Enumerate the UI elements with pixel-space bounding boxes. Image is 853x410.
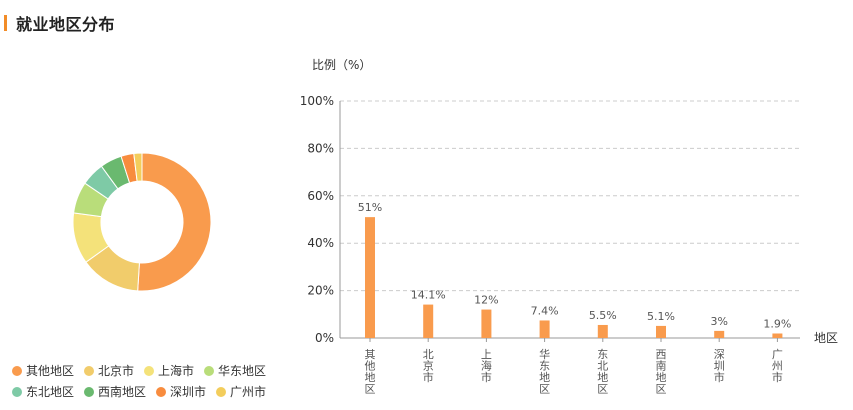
- legend-item[interactable]: 北京市: [84, 362, 134, 379]
- x-tick-label: 北京市: [423, 348, 434, 384]
- x-tick-label: 深圳市: [714, 348, 725, 384]
- y-tick-label: 40%: [307, 236, 334, 250]
- bar-value-label: 51%: [358, 201, 382, 214]
- bar-value-label: 12%: [474, 294, 498, 307]
- y-tick-label: 60%: [307, 189, 334, 203]
- legend-item[interactable]: 广州市: [216, 383, 266, 400]
- donut-chart: [72, 152, 212, 292]
- donut-slice[interactable]: [133, 152, 143, 182]
- legend-row: 其他地区 北京市 上海市 华东地区: [12, 360, 312, 381]
- legend-swatch: [12, 386, 22, 397]
- accent-bar: [4, 15, 7, 31]
- legend-swatch: [144, 365, 155, 376]
- legend-item[interactable]: 华东地区: [204, 362, 266, 379]
- page-title: 就业地区分布: [16, 15, 116, 34]
- bar[interactable]: [365, 217, 375, 338]
- bar[interactable]: [481, 309, 492, 338]
- legend-label: 其他地区: [26, 364, 75, 378]
- y-axis-title: 比例（%）: [312, 58, 371, 72]
- x-tick-label: 东北地区: [597, 348, 608, 396]
- x-tick-label: 华东地区: [539, 347, 550, 396]
- legend-label: 上海市: [158, 364, 195, 378]
- x-tick-label: 广州市: [772, 348, 783, 384]
- y-tick-label: 100%: [300, 94, 334, 108]
- section-header: 就业地区分布: [4, 12, 115, 34]
- legend-label: 深圳市: [170, 385, 207, 399]
- bar[interactable]: [656, 325, 666, 338]
- y-tick-label: 0%: [315, 331, 334, 345]
- legend-swatch: [216, 386, 227, 397]
- bar[interactable]: [772, 333, 783, 338]
- bar-value-label: 7.4%: [531, 304, 559, 317]
- y-tick-label: 20%: [307, 284, 334, 298]
- bar[interactable]: [423, 304, 434, 338]
- legend-item[interactable]: 上海市: [144, 362, 194, 379]
- legend-item[interactable]: 西南地区: [84, 383, 146, 400]
- donut-slice[interactable]: [137, 152, 212, 292]
- legend-swatch: [204, 365, 215, 376]
- legend-item[interactable]: 深圳市: [156, 383, 206, 400]
- bar-value-label: 1.9%: [763, 317, 791, 330]
- bar-value-label: 14.1%: [411, 289, 446, 302]
- legend-row: 东北地区 西南地区 深圳市 广州市: [12, 381, 312, 402]
- bar-value-label: 3%: [710, 315, 727, 328]
- legend-swatch: [156, 386, 167, 397]
- legend-label: 北京市: [98, 364, 135, 378]
- legend-item[interactable]: 东北地区: [12, 383, 74, 400]
- y-tick-label: 80%: [307, 141, 334, 155]
- bar-chart: 比例（%） 0% 20% 40% 60% 80% 100% 地区 51% 其他地区 14.1% 北京市…: [300, 58, 838, 396]
- x-tick-label: 上海市: [481, 348, 492, 384]
- legend-label: 广州市: [230, 385, 267, 399]
- donut-legend: 其他地区 北京市 上海市 华东地区 东北地区 西南地区 深圳市 广州市: [12, 360, 312, 402]
- bar-value-label: 5.1%: [647, 310, 675, 323]
- bar-value-label: 5.5%: [589, 309, 617, 322]
- legend-swatch: [84, 365, 95, 376]
- legend-swatch: [12, 365, 22, 376]
- legend-label: 华东地区: [218, 364, 267, 378]
- x-axis-title: 地区: [814, 331, 838, 345]
- x-tick-label: 西南地区: [656, 348, 667, 396]
- bar[interactable]: [714, 330, 725, 338]
- bar[interactable]: [597, 324, 608, 338]
- legend-item[interactable]: 其他地区: [12, 362, 74, 379]
- legend-label: 西南地区: [98, 385, 147, 399]
- legend-label: 东北地区: [26, 385, 75, 399]
- x-tick-label: 其他地区: [365, 348, 376, 396]
- legend-swatch: [84, 386, 95, 397]
- bar[interactable]: [539, 320, 550, 338]
